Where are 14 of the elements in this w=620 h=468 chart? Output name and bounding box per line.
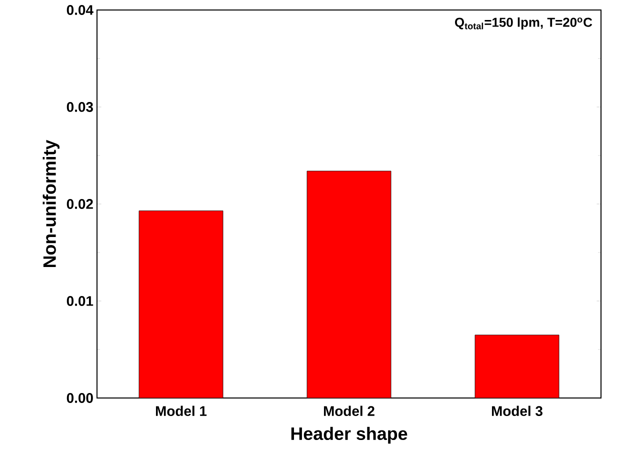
bar bbox=[474, 334, 560, 398]
y-tick-label: 0.04 bbox=[66, 5, 94, 15]
x-tick-label: Model 1 bbox=[156, 406, 207, 416]
y-axis-title: Non-uniformity bbox=[42, 140, 60, 268]
bar bbox=[306, 170, 392, 398]
y-tick-label: 0.00 bbox=[66, 393, 93, 403]
x-tick-label: Model 3 bbox=[492, 406, 542, 416]
x-axis-title: Header shape bbox=[291, 426, 408, 444]
annotation: Q$_{total}$=150 lpm, T=20$^{o}$C bbox=[455, 17, 592, 30]
y-tick-label: 0.03 bbox=[66, 102, 93, 112]
x-tick-label: Model 2 bbox=[324, 406, 374, 416]
bar bbox=[138, 210, 224, 398]
y-tick-label: 0.01 bbox=[66, 296, 94, 306]
y-tick-label: 0.02 bbox=[66, 199, 93, 209]
